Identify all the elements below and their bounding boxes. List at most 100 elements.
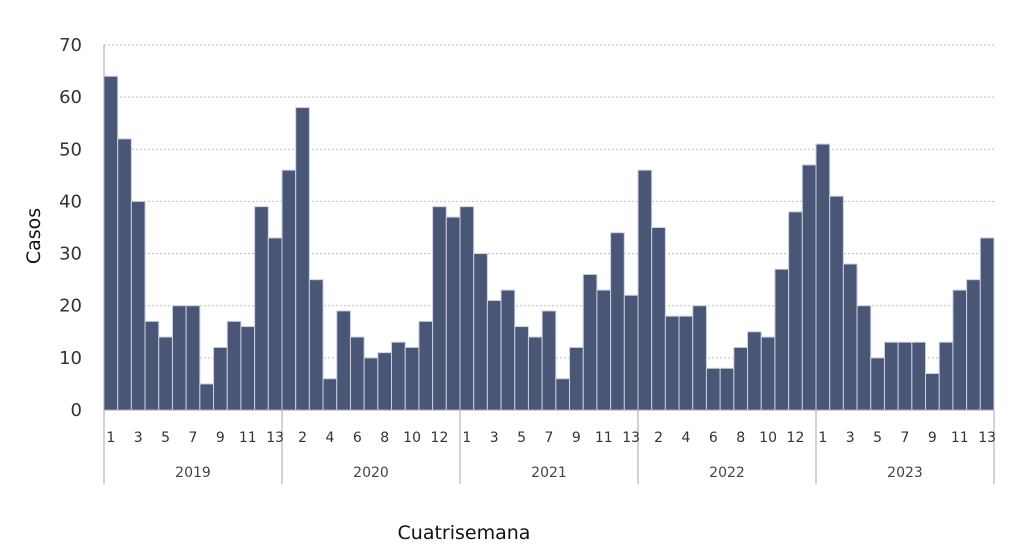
x-tick-label: 7 [189,430,198,446]
x-tick-label: 1 [818,430,827,446]
x-tick-label: 11 [951,430,969,446]
y-tick-label: 60 [59,87,82,108]
bar-2023-10 [938,341,954,411]
year-label: 2023 [887,465,923,481]
y-tick-label: 30 [59,244,82,265]
bar-2020-4 [322,378,338,411]
bar-2019-13 [267,237,283,411]
bar-2019-7 [185,305,201,411]
bar-2020-9 [391,341,406,411]
bar-2023-5 [870,357,885,411]
bar-2021-9 [569,346,584,411]
bar-2023-3 [842,263,858,411]
bar-2020-13 [445,216,461,411]
bar-2020-6 [349,336,365,411]
x-tick-label: 5 [517,430,526,446]
x-tick-label: 7 [545,430,554,446]
bar-2023-4 [856,305,872,411]
bar-2022-2 [651,227,666,411]
bar-2022-7 [719,367,735,411]
year-label: 2020 [353,465,389,481]
bar-2022-4 [678,315,694,411]
x-tick-label: 10 [403,430,421,446]
x-tick-label: 11 [239,430,257,446]
bar-2020-10 [404,346,420,411]
bar-2020-7 [363,357,379,411]
bar-2023-2 [829,195,844,411]
bar-2020-12 [432,206,447,411]
bar-2020-2 [295,107,310,411]
x-tick-label: 6 [709,430,718,446]
y-tick-label: 40 [59,191,82,212]
bar-2021-5 [514,326,529,411]
y-tick-label: 20 [59,296,82,317]
bar-2021-11 [596,289,612,411]
x-tick-label: 8 [380,430,389,446]
bar-2022-5 [692,305,707,411]
y-tick-label: 50 [59,139,82,160]
year-label: 2019 [175,465,211,481]
x-tick-label: 3 [846,430,855,446]
bar-2020-8 [377,352,393,411]
x-tick-label: 4 [325,430,334,446]
year-label: 2022 [709,465,745,481]
bar-2021-3 [486,300,502,411]
bar-2019-2 [117,138,132,411]
x-tick-label: 7 [901,430,910,446]
bar-2021-13 [623,294,639,411]
x-tick-label: 9 [216,430,225,446]
bar-2021-2 [473,253,488,411]
bar-2021-7 [541,310,557,411]
bar-2022-9 [747,331,762,411]
bar-2021-6 [527,336,543,411]
x-tick-label: 13 [978,430,996,446]
x-tick-label: 3 [134,430,143,446]
bar-2022-10 [760,336,776,411]
x-tick-label: 13 [266,430,284,446]
bar-2019-4 [144,320,160,411]
x-tick-label: 3 [490,430,499,446]
bar-2019-1 [103,75,119,411]
bar-2020-1 [281,169,297,411]
x-tick-label: 5 [161,430,170,446]
bar-2020-3 [308,279,324,411]
y-axis-title: Casos [23,208,45,264]
x-tick-label: 5 [873,430,882,446]
bar-2022-8 [733,346,749,411]
bar-2019-8 [199,383,215,411]
bar-2023-9 [925,373,940,411]
bar-2023-8 [911,341,927,411]
x-tick-label: 12 [787,430,805,446]
x-tick-label: 6 [353,430,362,446]
x-axis-title: Cuatrisemana [398,522,531,544]
bar-2021-1 [459,206,475,411]
x-tick-label: 4 [681,430,690,446]
gridlines [104,44,994,359]
bar-2023-12 [966,279,981,411]
bar-2019-5 [158,336,173,411]
bar-2020-11 [418,320,434,411]
x-tick-label: 2 [298,430,307,446]
x-tick-label: 11 [595,430,613,446]
bar-2021-10 [582,273,598,411]
bar-2023-7 [897,341,913,411]
bar-2019-12 [254,206,269,411]
x-tick-label: 13 [622,430,640,446]
y-tick-label: 0 [71,400,82,421]
bars [103,75,995,411]
bar-2019-11 [240,326,256,411]
bar-2022-11 [774,268,790,411]
bar-2021-12 [610,232,625,411]
y-tick-label: 10 [59,348,82,369]
x-tick-label: 9 [572,430,581,446]
bar-2023-6 [883,341,899,411]
x-tick-label: 10 [759,430,777,446]
bar-2022-1 [637,169,653,411]
year-label: 2021 [531,465,567,481]
x-tick-label: 1 [462,430,471,446]
bar-2022-3 [664,315,680,411]
bar-2019-9 [213,346,228,411]
x-tick-label: 12 [431,430,449,446]
